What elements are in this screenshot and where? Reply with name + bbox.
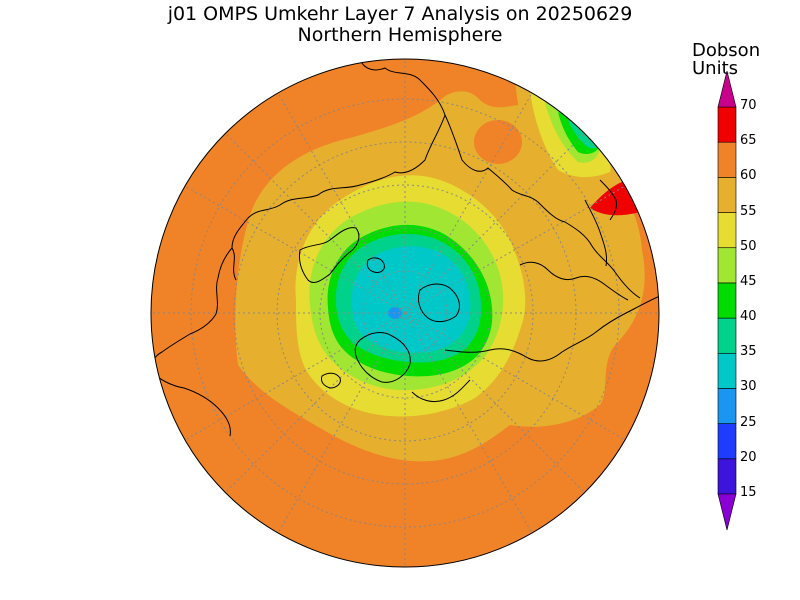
meridian-9 (277, 92, 406, 314)
colorbar-band-40-45 (717, 282, 737, 319)
coastline-japan (599, 179, 617, 221)
latitude-circle-40 (190, 98, 620, 528)
coastline-hudson (411, 379, 471, 403)
coastline-siberia (444, 114, 641, 299)
colorbar-band-20-25 (717, 423, 737, 460)
latitude-circle-60 (276, 184, 534, 442)
colorbar (717, 70, 737, 531)
colorbar-unit-line1: Dobson (692, 40, 761, 61)
meridian-13 (184, 185, 406, 314)
coastline-kamchatka (584, 199, 607, 267)
coastline-north-america (444, 295, 659, 362)
colorbar-band-60-65 (717, 141, 737, 178)
coastline-scandinavia (299, 227, 360, 283)
colorbar-band-65-70 (717, 106, 737, 143)
colorbar-label-60: 60 (740, 168, 757, 184)
colorbar-band-25-30 (717, 388, 737, 424)
chart-subtitle: Northern Hemisphere (297, 24, 503, 46)
meridian-16 (404, 312, 626, 441)
colorbar-band-55-60 (717, 177, 737, 213)
colorbar-over-triangle (717, 70, 737, 108)
meridian-10 (404, 92, 533, 314)
colorbar-band-45-50 (717, 247, 737, 284)
colorbar-under-triangle (717, 493, 737, 531)
coastline-alaska (519, 261, 629, 301)
contour-30-35 (351, 246, 471, 353)
colorbar-band-15-20 (717, 458, 737, 495)
contour-fill (151, 59, 659, 567)
colorbar-band-50-55 (717, 212, 737, 249)
colorbar-label-70: 70 (740, 98, 757, 113)
coastline-svalbard (366, 257, 385, 273)
meridian-15 (184, 312, 406, 441)
colorbar-label-25: 25 (740, 414, 757, 430)
chart-title: j01 OMPS Umkehr Layer 7 Analysis on 2025… (167, 3, 633, 25)
colorbar-label-15: 15 (740, 485, 757, 500)
colorbar-label-45: 45 (740, 273, 757, 289)
coastline-europe (151, 247, 233, 373)
coastline-arctic-asia (231, 59, 446, 281)
colorbar-band-35-40 (717, 317, 737, 354)
map-boundary (150, 58, 660, 568)
colorbar-label-35: 35 (740, 344, 757, 360)
meridian-11 (277, 312, 406, 534)
meridian-12 (404, 312, 533, 534)
coastlines (151, 59, 659, 437)
colorbar-label-20: 20 (740, 449, 757, 465)
colorbar-label-30: 30 (740, 379, 757, 395)
coastline-mediterranean (151, 371, 231, 437)
coastline-arctic-islands (417, 283, 460, 323)
colorbar-label-55: 55 (740, 203, 757, 219)
colorbar-label-65: 65 (740, 133, 757, 149)
coastline-greenland (354, 332, 411, 383)
colorbar-band-30-35 (717, 352, 737, 389)
colorbar-label-40: 40 (740, 309, 757, 325)
contour-60-65-patch (474, 120, 522, 164)
coastline-iceland (321, 372, 341, 389)
colorbar-label-50: 50 (740, 238, 757, 254)
